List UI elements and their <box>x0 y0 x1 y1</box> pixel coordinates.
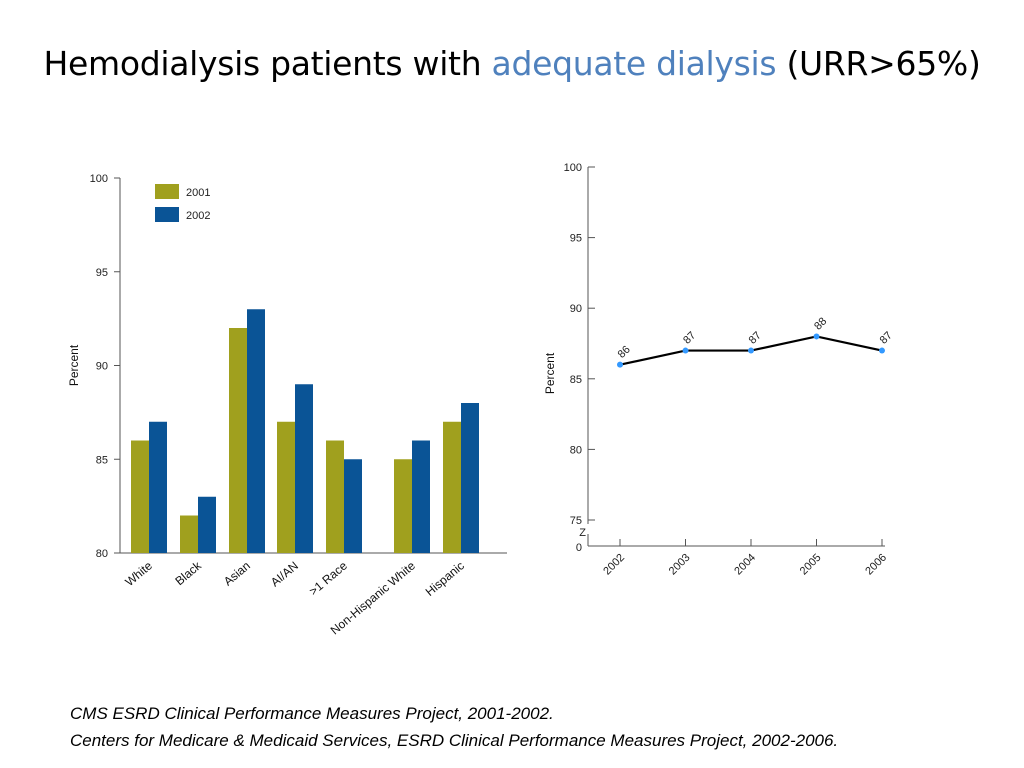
y-tick-label: 95 <box>96 267 108 279</box>
y-tick-label: 100 <box>564 162 582 174</box>
bar-2002-3 <box>295 384 313 553</box>
bar-2001-3 <box>277 421 295 553</box>
bar-2002-6 <box>461 403 479 553</box>
x-tick-label: 2006 <box>863 552 889 578</box>
bar-2001-2 <box>229 328 247 553</box>
y-zero-label: 0 <box>576 542 582 554</box>
bar-2002-0 <box>149 421 167 553</box>
y-axis-label: Percent <box>67 344 81 386</box>
x-tick-label: 2003 <box>667 552 693 578</box>
data-point <box>617 361 623 368</box>
title-part-2: (URR>65%) <box>776 44 981 83</box>
data-point <box>879 347 885 354</box>
footer-sources: CMS ESRD Clinical Performance Measures P… <box>70 700 838 754</box>
x-tick-label: White <box>122 558 155 589</box>
bar-2002-1 <box>198 496 216 553</box>
footer-line-1: CMS ESRD Clinical Performance Measures P… <box>70 704 554 723</box>
x-tick-label: Black <box>172 558 204 588</box>
y-tick-label: 80 <box>96 548 108 560</box>
title-part-1: Hemodialysis patients with <box>43 44 492 83</box>
x-tick-label: Asian <box>221 559 253 589</box>
x-tick-label: 2002 <box>601 552 627 578</box>
title-accent: adequate dialysis <box>491 44 777 83</box>
y-tick-label: 100 <box>90 173 108 185</box>
y-tick-label: 85 <box>570 374 582 386</box>
y-tick-label: 90 <box>570 303 582 315</box>
bar-2001-0 <box>131 440 149 553</box>
x-tick-label: 2004 <box>732 552 758 578</box>
legend-label: 2002 <box>186 210 210 222</box>
y-tick-label: 80 <box>570 444 582 456</box>
line-chart: 75 80 85 90 95 100 Z 0 Percent 2002 2003 2004 2005 20… <box>543 162 895 578</box>
data-point <box>748 347 754 354</box>
data-point <box>682 347 689 354</box>
data-label: 87 <box>878 330 895 347</box>
y-axis-label: Percent <box>543 352 557 394</box>
bar-2001-5 <box>394 459 412 553</box>
data-label: 87 <box>747 330 764 347</box>
data-label: 88 <box>812 315 829 332</box>
legend-swatch-2002 <box>155 207 179 222</box>
y-tick-label: 90 <box>96 361 108 373</box>
x-tick-label: >1 Race <box>306 558 350 598</box>
x-tick-label: AI/AN <box>268 559 301 590</box>
slide-title: Hemodialysis patients with adequate dial… <box>0 44 1024 83</box>
y-tick-label: 75 <box>570 515 582 527</box>
bar-2001-4 <box>326 440 344 553</box>
data-point <box>813 333 820 340</box>
data-label: 87 <box>681 330 698 347</box>
legend-label: 2001 <box>186 187 210 199</box>
bar-2002-4 <box>344 459 362 553</box>
x-tick-label: 2005 <box>798 552 824 578</box>
y-tick-label: 95 <box>570 233 582 245</box>
bar-2002-5 <box>412 440 430 553</box>
bar-chart: 80 85 90 95 100 Percent White Black Asian AI/AN >1… <box>67 173 507 637</box>
x-tick-label: Hispanic <box>423 559 467 599</box>
y-tick-label: 85 <box>96 454 108 466</box>
bar-2001-1 <box>180 515 198 553</box>
legend-swatch-2001 <box>155 184 179 199</box>
footer-line-2: Centers for Medicare & Medicaid Services… <box>70 731 839 750</box>
axis-break-symbol: Z <box>579 527 586 539</box>
bar-2002-2 <box>247 309 265 553</box>
data-label: 86 <box>616 344 633 361</box>
bar-2001-6 <box>443 421 461 553</box>
